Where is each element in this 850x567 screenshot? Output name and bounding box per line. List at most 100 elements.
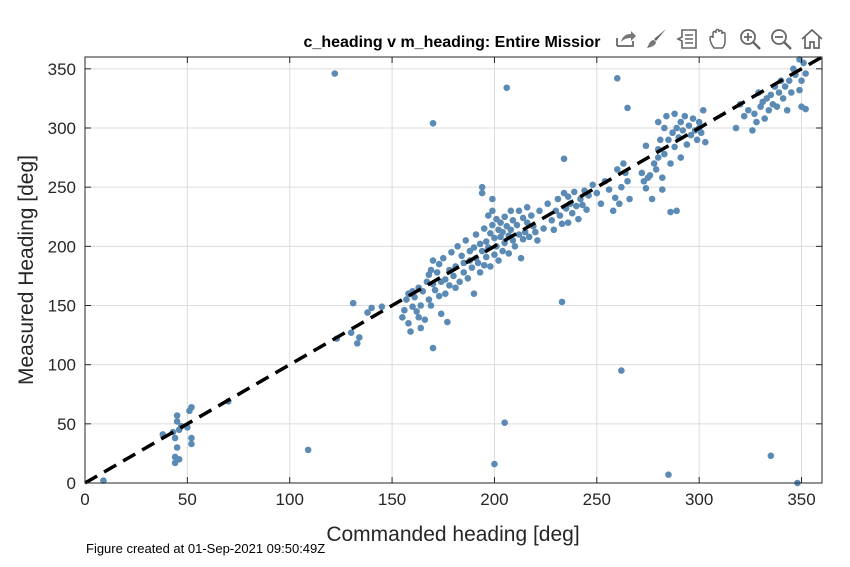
figure-footer: Figure created at 01-Sep-2021 09:50:49Z (86, 541, 326, 556)
zoom-out-icon[interactable] (767, 24, 795, 54)
data-point (624, 177, 631, 185)
data-point (669, 129, 676, 137)
data-point (642, 142, 650, 150)
data-point (650, 160, 658, 167)
data-point (173, 444, 181, 451)
data-point (523, 203, 531, 211)
data-point (618, 367, 625, 374)
data-point (626, 195, 633, 203)
data-point (491, 234, 498, 242)
axes-frame (84, 56, 823, 484)
data-point (173, 412, 181, 419)
data-point (648, 195, 656, 203)
data-point (173, 418, 181, 425)
data-point (364, 309, 371, 316)
data-point (497, 219, 504, 226)
data-point (489, 207, 496, 215)
data-point (564, 193, 572, 200)
data-point (683, 141, 691, 148)
data-point (564, 219, 572, 226)
data-point (480, 261, 488, 269)
data-point (446, 282, 453, 289)
y-tick-label: 350 (48, 60, 76, 79)
data-point (188, 403, 195, 411)
data-point (679, 127, 687, 134)
data-point (429, 257, 437, 264)
data-point (775, 89, 783, 96)
data-point (642, 185, 650, 192)
pan-icon[interactable] (705, 24, 733, 54)
data-point (548, 217, 556, 224)
x-tick-label: 350 (787, 490, 815, 509)
data-point (431, 286, 439, 294)
data-point (677, 118, 685, 126)
data-point (593, 189, 601, 197)
data-point (478, 247, 486, 255)
chart-title: c_heading v m_heading: Entire Missior (304, 34, 601, 51)
data-point (654, 154, 662, 161)
data-point (472, 231, 480, 238)
plot-area[interactable]: 0 50 100 150 200 250 300 350 0 50 100 150 200 250 300 3… (48, 55, 823, 509)
data-point (661, 124, 668, 132)
data-point (427, 302, 435, 309)
y-tick-label: 150 (48, 297, 76, 316)
data-point (753, 118, 760, 126)
x-tick-label: 0 (80, 490, 89, 509)
data-point (667, 160, 674, 167)
export-icon[interactable] (612, 24, 640, 54)
data-point (659, 186, 666, 193)
data-point (638, 169, 646, 177)
data-point (802, 70, 809, 77)
data-point (613, 166, 621, 173)
data-point (620, 160, 627, 167)
data-point (532, 228, 539, 236)
data-point (673, 207, 680, 215)
data-point (560, 155, 568, 163)
data-point (798, 77, 805, 84)
data-point (685, 122, 693, 129)
data-point (429, 344, 437, 352)
data-point (491, 251, 498, 258)
data-point (761, 115, 768, 122)
data-point (425, 296, 433, 303)
data-point (536, 207, 543, 215)
data-point (444, 318, 451, 326)
data-point (790, 65, 797, 73)
data-point (613, 75, 621, 82)
data-point (618, 183, 625, 191)
x-tick-label: 50 (178, 490, 197, 509)
zoom-in-icon[interactable] (736, 24, 764, 54)
data-point (450, 272, 457, 280)
data-point (480, 225, 488, 232)
data-point (597, 200, 605, 208)
data-point (568, 209, 576, 217)
data-point (499, 247, 506, 255)
brush-icon[interactable] (643, 24, 671, 54)
data-point (659, 174, 666, 181)
data-point (517, 254, 525, 262)
data-point (573, 202, 580, 210)
data-point (663, 112, 670, 120)
data-point (550, 226, 558, 234)
data-point (415, 314, 422, 321)
home-icon[interactable] (798, 24, 826, 54)
data-point (527, 212, 535, 219)
data-point (462, 237, 470, 244)
data-tip-icon[interactable] (674, 24, 702, 54)
data-point (503, 84, 511, 92)
data-point (740, 112, 748, 120)
data-point (702, 138, 709, 146)
data-point (433, 269, 441, 276)
data-point (487, 263, 494, 270)
axis-ticks: 0 50 100 150 200 250 300 350 0 50 100 150 200 250 300 3… (48, 57, 822, 509)
data-point (554, 195, 562, 203)
data-point (427, 266, 435, 274)
data-point (470, 244, 478, 251)
data-point (368, 304, 375, 312)
data-point (519, 214, 527, 222)
data-point (693, 136, 701, 144)
data-point (624, 104, 631, 112)
data-point (452, 284, 459, 292)
data-point (474, 259, 482, 267)
data-point (507, 207, 515, 215)
